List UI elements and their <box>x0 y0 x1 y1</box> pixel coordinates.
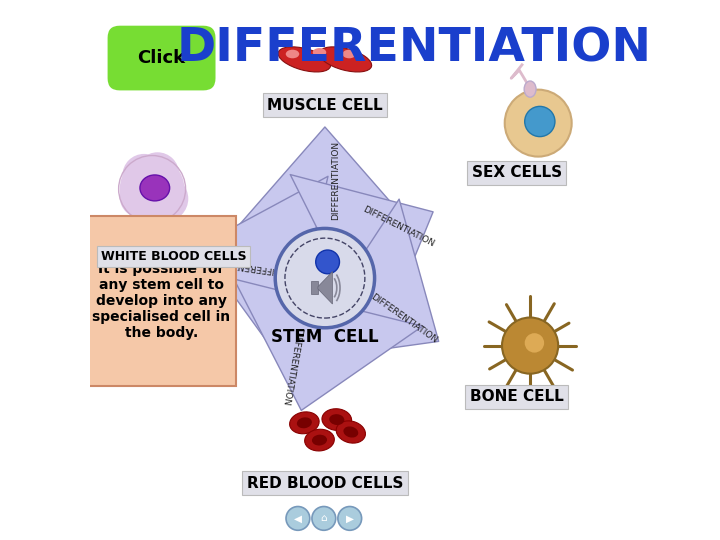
Text: SEX CELLS: SEX CELLS <box>472 165 562 180</box>
Ellipse shape <box>278 47 330 72</box>
Text: DIFFERENTIATION: DIFFERENTIATION <box>331 141 341 220</box>
Ellipse shape <box>305 429 334 451</box>
FancyBboxPatch shape <box>311 281 318 294</box>
Text: STEM  CELL: STEM CELL <box>271 328 379 347</box>
Circle shape <box>275 228 374 328</box>
Text: ⌂: ⌂ <box>320 514 327 523</box>
Text: DIFFERENTIATION: DIFFERENTIATION <box>281 326 303 406</box>
Text: DIFFERENTIATION: DIFFERENTIATION <box>176 27 652 72</box>
Text: ◀: ◀ <box>294 514 302 523</box>
Circle shape <box>338 507 361 530</box>
Circle shape <box>143 176 189 221</box>
Circle shape <box>286 507 310 530</box>
Circle shape <box>316 250 340 274</box>
Text: MUSCLE CELL: MUSCLE CELL <box>267 98 383 113</box>
Text: WHITE BLOOD CELLS: WHITE BLOOD CELLS <box>101 250 246 263</box>
Text: DIFFERENTIATION: DIFFERENTIATION <box>200 255 280 274</box>
Text: DIFFERENTIATION: DIFFERENTIATION <box>361 205 436 249</box>
Circle shape <box>502 318 558 374</box>
Ellipse shape <box>319 47 372 72</box>
Ellipse shape <box>312 435 327 446</box>
Circle shape <box>120 177 161 218</box>
Ellipse shape <box>343 50 356 58</box>
Circle shape <box>505 90 572 157</box>
Ellipse shape <box>322 409 351 430</box>
Circle shape <box>525 333 544 353</box>
Circle shape <box>122 154 166 197</box>
Ellipse shape <box>343 427 359 437</box>
Ellipse shape <box>140 175 170 201</box>
Circle shape <box>525 106 555 137</box>
Circle shape <box>120 157 184 221</box>
Circle shape <box>312 507 336 530</box>
Ellipse shape <box>289 412 319 434</box>
Circle shape <box>136 152 179 195</box>
Ellipse shape <box>286 50 300 58</box>
Ellipse shape <box>312 48 326 57</box>
Ellipse shape <box>329 414 344 425</box>
FancyBboxPatch shape <box>87 216 236 386</box>
Text: BONE CELL: BONE CELL <box>469 389 564 404</box>
Ellipse shape <box>336 421 366 443</box>
Text: It is possible for
any stem cell to
develop into any
specialised cell in
the bod: It is possible for any stem cell to deve… <box>92 262 230 340</box>
Text: DIFFERENTIATION: DIFFERENTIATION <box>369 292 439 345</box>
Text: ▶: ▶ <box>346 514 354 523</box>
Text: RED BLOOD CELLS: RED BLOOD CELLS <box>247 476 403 491</box>
Polygon shape <box>318 272 333 304</box>
Text: Click: Click <box>138 49 186 67</box>
Ellipse shape <box>524 81 536 97</box>
FancyBboxPatch shape <box>107 24 217 92</box>
Ellipse shape <box>297 417 312 428</box>
